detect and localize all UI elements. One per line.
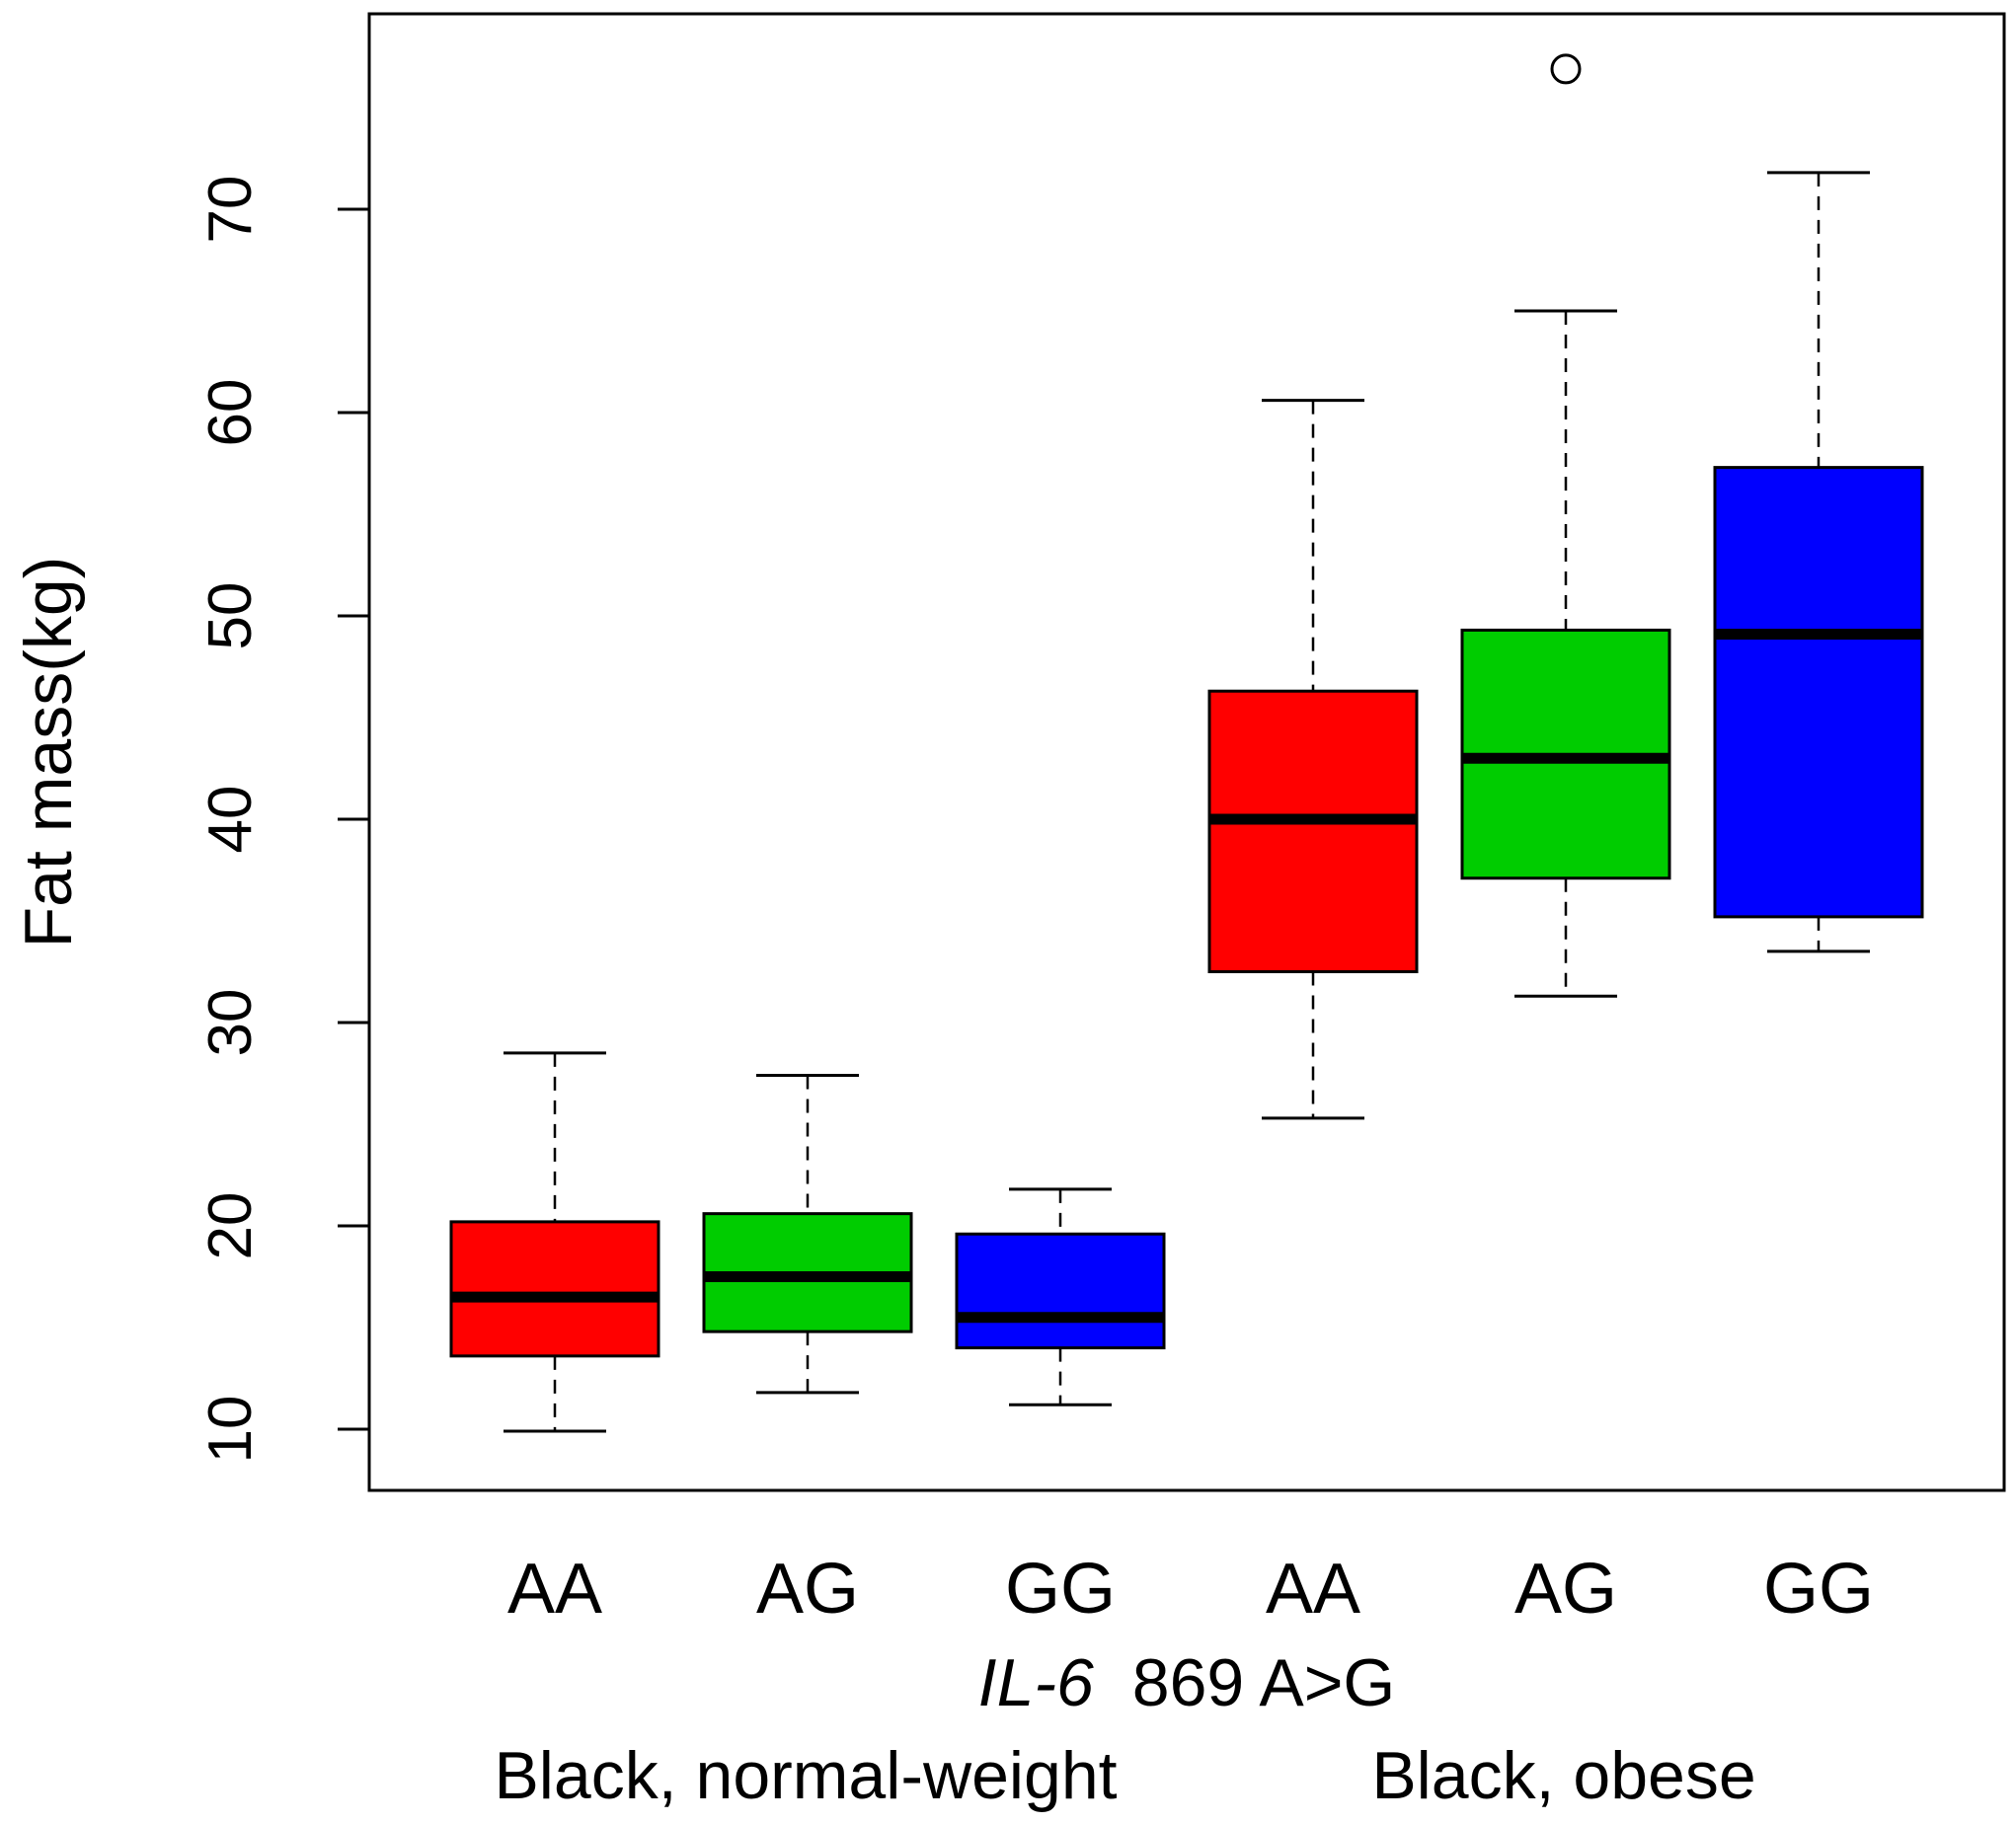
box-6-GG	[1713, 171, 1924, 953]
y-axis: 10 20 30 40 50 60 70	[196, 176, 371, 1464]
category-label-1: AA	[507, 1550, 602, 1629]
x-axis-title: IL-6 869 A>G	[978, 1645, 1396, 1720]
boxes-layer: AA AG GG AA AG GG	[449, 53, 1924, 1629]
box-4-AA	[1207, 399, 1419, 1120]
box-iqr	[955, 1232, 1166, 1350]
outlier-point-1	[1550, 53, 1582, 85]
box-3-GG	[955, 1187, 1166, 1406]
y-tick-label-40: 40	[196, 786, 265, 854]
group-label-obese: Black, obese	[1371, 1738, 1755, 1813]
y-axis-title: Fat mass(kg)	[11, 557, 86, 949]
y-tick-label-20: 20	[196, 1192, 265, 1260]
y-tick-label-30: 30	[196, 989, 265, 1057]
box-iqr	[1713, 466, 1924, 919]
category-label-2: AG	[756, 1550, 859, 1629]
y-tick-label-50: 50	[196, 582, 265, 650]
y-tick-label-60: 60	[196, 379, 265, 447]
box-iqr	[449, 1220, 660, 1358]
box-2-AG	[702, 1074, 913, 1395]
category-label-3: GG	[1005, 1550, 1116, 1629]
category-label-4: AA	[1266, 1550, 1360, 1629]
group-label-normal-weight: Black, normal-weight	[494, 1738, 1117, 1813]
x-axis-title-gene: IL-6	[978, 1645, 1094, 1720]
y-tick-label-70: 70	[196, 176, 265, 244]
y-tick-label-10: 10	[196, 1396, 265, 1464]
category-label-5: AG	[1514, 1550, 1617, 1629]
category-label-6: GG	[1763, 1550, 1874, 1629]
box-1-AA	[449, 1051, 660, 1433]
labels-layer: Fat mass(kg) IL-6 869 A>G Black, normal-…	[11, 557, 1756, 1813]
box-iqr	[1207, 689, 1419, 973]
box-5-AG	[1460, 53, 1671, 998]
x-axis-title-variant: 869 A>G	[1132, 1645, 1396, 1720]
